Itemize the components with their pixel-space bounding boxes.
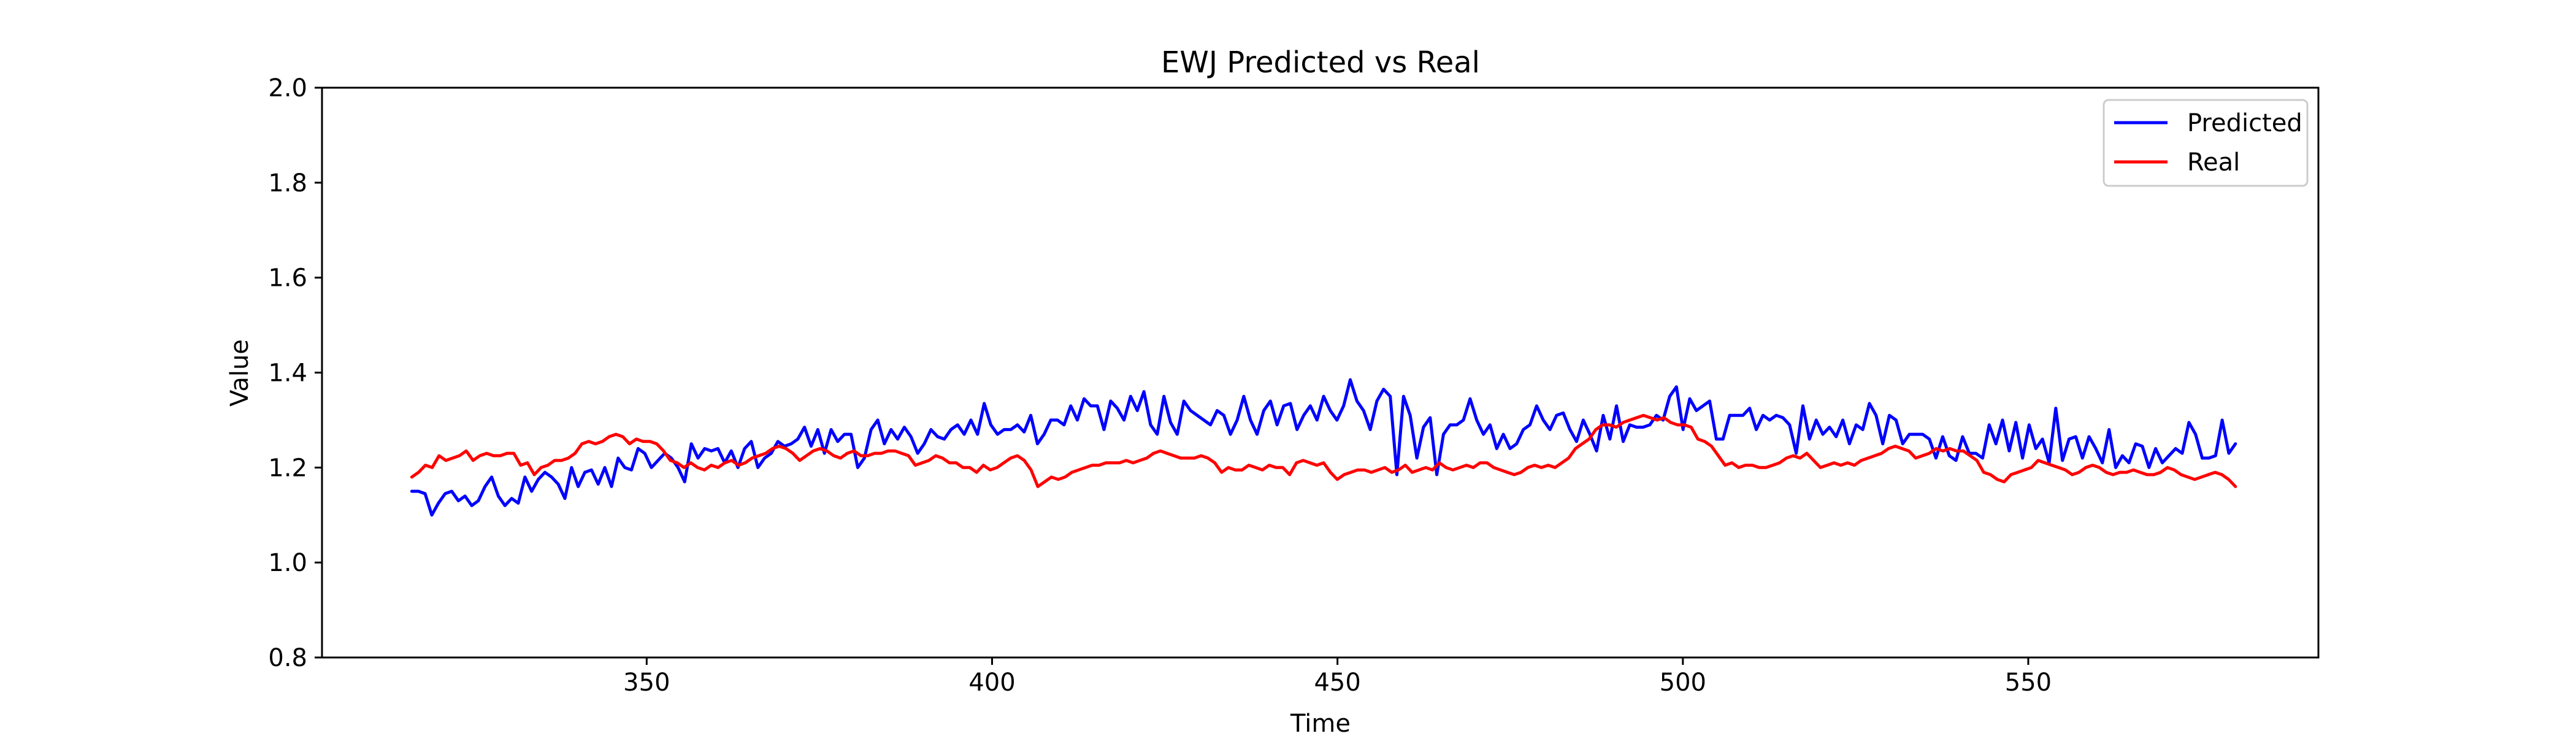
y-tick-label: 1.4 — [268, 359, 307, 388]
x-tick-label: 550 — [2005, 669, 2052, 697]
legend: Predicted Real — [2104, 100, 2307, 186]
x-tick-label: 400 — [968, 669, 1015, 697]
y-tick-label: 1.2 — [268, 454, 307, 482]
x-axis-label: Time — [1290, 710, 1351, 736]
y-tick-label: 0.8 — [268, 644, 307, 672]
chart-title: EWJ Predicted vs Real — [1161, 45, 1480, 80]
y-axis-label: Value — [226, 339, 254, 407]
x-tick-label: 450 — [1314, 669, 1360, 697]
y-tick-label: 1.8 — [268, 169, 307, 197]
legend-label-real: Real — [2187, 148, 2240, 177]
x-tick-label: 500 — [1660, 669, 1706, 697]
y-tick-label: 1.0 — [268, 549, 307, 577]
x-tick-label: 350 — [623, 669, 670, 697]
y-tick-label: 2.0 — [268, 74, 307, 102]
legend-label-predicted: Predicted — [2187, 109, 2302, 137]
y-tick-label: 1.6 — [268, 264, 307, 293]
